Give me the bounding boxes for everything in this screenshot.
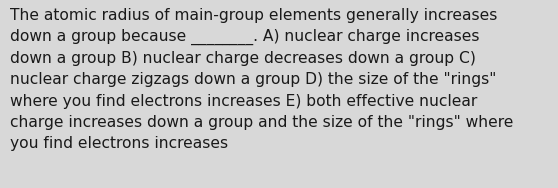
- Text: The atomic radius of main-group elements generally increases
down a group becaus: The atomic radius of main-group elements…: [10, 8, 513, 151]
